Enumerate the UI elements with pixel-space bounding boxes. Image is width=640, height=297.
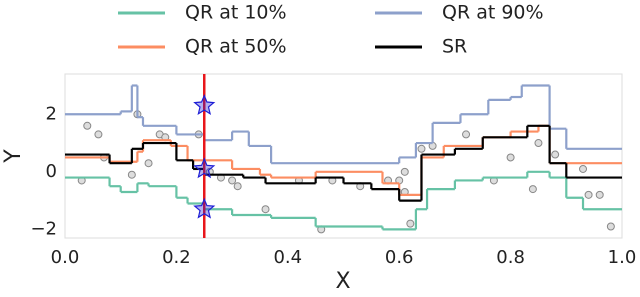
legend-label: QR at 90% bbox=[442, 2, 544, 24]
legend-label: SR bbox=[442, 36, 467, 58]
legend-label: QR at 50% bbox=[185, 36, 287, 58]
data-point bbox=[534, 139, 543, 148]
data-point bbox=[233, 182, 242, 191]
plot-frame bbox=[64, 73, 623, 239]
data-point bbox=[83, 121, 92, 130]
data-point bbox=[417, 144, 426, 153]
data-point bbox=[127, 170, 136, 179]
x-tick-label: 0.2 bbox=[162, 247, 191, 268]
star-marker bbox=[193, 94, 216, 115]
data-point bbox=[506, 153, 515, 162]
x-tick-label: 0.8 bbox=[496, 247, 525, 268]
y-tick-label: −2 bbox=[30, 218, 57, 239]
data-point bbox=[94, 130, 103, 139]
y-tick-label: 0 bbox=[46, 161, 57, 182]
y-tick-label: 2 bbox=[46, 103, 57, 124]
star-marker bbox=[193, 197, 216, 219]
data-point bbox=[400, 167, 409, 176]
star-marker bbox=[193, 157, 216, 179]
data-point bbox=[144, 159, 153, 168]
data-point bbox=[595, 190, 604, 199]
data-point bbox=[228, 176, 237, 185]
x-tick-label: 0.4 bbox=[273, 247, 302, 268]
x-tick-label: 0.0 bbox=[51, 247, 80, 268]
data-point bbox=[551, 150, 560, 159]
x-tick-label: 0.6 bbox=[385, 247, 414, 268]
x-tick-label: 1.0 bbox=[608, 247, 637, 268]
data-point bbox=[579, 164, 588, 173]
y-axis-label: Y bbox=[1, 149, 26, 164]
data-point bbox=[528, 185, 537, 194]
x-axis-label: X bbox=[335, 269, 350, 293]
data-point bbox=[606, 222, 615, 231]
data-point bbox=[584, 190, 593, 199]
data-point bbox=[462, 130, 471, 139]
data-point bbox=[406, 219, 415, 228]
data-point bbox=[261, 205, 270, 214]
legend-label: QR at 10% bbox=[185, 2, 287, 24]
